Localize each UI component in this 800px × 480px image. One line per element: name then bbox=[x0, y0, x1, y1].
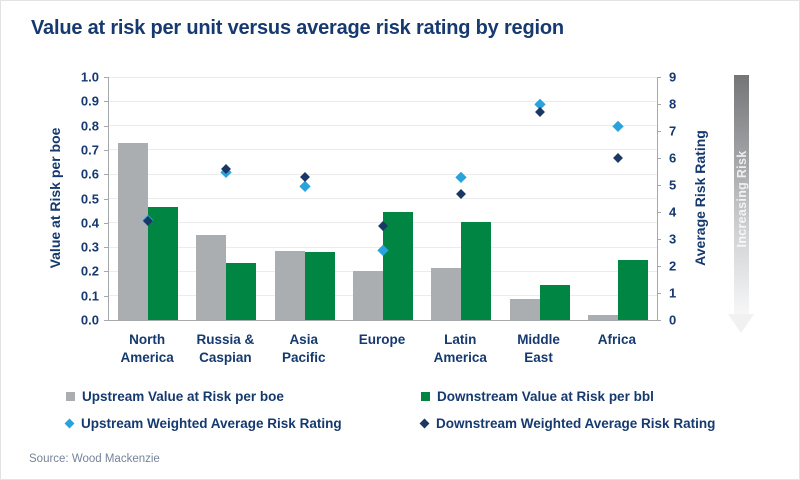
x-axis-label: Europe bbox=[358, 332, 406, 347]
left-tick-label: 0.2 bbox=[80, 263, 99, 279]
bar-downstream bbox=[304, 251, 335, 320]
right-tick-label: 6 bbox=[669, 150, 677, 166]
bar-upstream bbox=[431, 267, 462, 320]
left-tick-mark bbox=[104, 174, 108, 176]
bar-downstream bbox=[383, 211, 413, 320]
left-tick-mark bbox=[104, 222, 108, 224]
x-axis-label: Russia & Caspian bbox=[196, 332, 255, 365]
x-axis-label: Asia Pacific bbox=[281, 332, 326, 365]
right-tick-label: 1 bbox=[669, 285, 677, 301]
left-tick-mark bbox=[104, 271, 108, 273]
right-tick-label: 0 bbox=[669, 312, 677, 328]
left-tick-mark bbox=[104, 247, 108, 249]
left-tick-mark bbox=[104, 295, 108, 297]
left-tick-label: 0.9 bbox=[80, 93, 99, 109]
right-tick-mark bbox=[657, 266, 661, 267]
legend-label: Upstream Weighted Average Risk Rating bbox=[81, 416, 342, 431]
right-tick-label: 8 bbox=[669, 96, 677, 112]
gridline bbox=[109, 100, 657, 102]
legend-label: Downstream Weighted Average Risk Rating bbox=[436, 416, 716, 431]
gridline bbox=[109, 173, 657, 175]
x-axis-label: North America bbox=[120, 332, 174, 365]
diamond-downstream bbox=[612, 153, 623, 163]
increasing-risk-arrow-head bbox=[728, 314, 754, 333]
right-tick-mark bbox=[657, 320, 661, 321]
bar-upstream bbox=[196, 234, 227, 320]
left-tick-label: 0.1 bbox=[80, 288, 99, 304]
right-tick-mark bbox=[657, 77, 661, 78]
right-tick-label: 9 bbox=[669, 69, 677, 85]
bar-downstream bbox=[617, 260, 648, 320]
x-axis-label: Latin America bbox=[433, 332, 487, 365]
right-tick-mark bbox=[657, 212, 661, 213]
left-tick-label: 0.5 bbox=[80, 191, 99, 206]
left-tick-label: 0.7 bbox=[80, 142, 99, 158]
right-tick-mark bbox=[657, 293, 661, 294]
right-tick-label: 2 bbox=[669, 258, 677, 274]
left-tick-mark bbox=[104, 149, 108, 151]
bar-upstream bbox=[353, 271, 383, 320]
gridline bbox=[109, 149, 657, 151]
bar-upstream bbox=[587, 315, 618, 320]
legend-label: Upstream Value at Risk per boe bbox=[82, 389, 284, 404]
right-tick-label: 5 bbox=[669, 177, 677, 193]
left-tick-label: 0.4 bbox=[80, 215, 99, 231]
left-tick-label: 1.0 bbox=[80, 69, 99, 85]
right-tick-mark bbox=[657, 158, 661, 159]
left-tick-mark bbox=[104, 198, 108, 200]
legend-diamond-downstream bbox=[419, 418, 430, 429]
left-tick-label: 0.3 bbox=[80, 239, 99, 255]
left-tick-mark bbox=[104, 101, 108, 103]
legend-label: Downstream Value at Risk per bbl bbox=[437, 389, 654, 404]
increasing-risk-label: Increasing Risk bbox=[735, 150, 749, 248]
right-tick-mark bbox=[657, 104, 661, 105]
bar-downstream bbox=[539, 284, 570, 320]
left-tick-mark bbox=[104, 320, 108, 321]
right-tick-mark bbox=[657, 131, 661, 132]
legend-square-upstream bbox=[66, 392, 75, 401]
legend-item: Downstream Value at Risk per bbl bbox=[421, 389, 654, 404]
gridline bbox=[109, 125, 657, 127]
bar-upstream bbox=[118, 142, 149, 320]
x-axis-label: Middle East bbox=[517, 332, 560, 365]
chart-title: Value at risk per unit versus average ri… bbox=[31, 17, 564, 39]
right-tick-label: 3 bbox=[669, 231, 677, 247]
legend-item: Downstream Weighted Average Risk Rating bbox=[419, 416, 716, 431]
bar-upstream bbox=[509, 299, 540, 320]
left-tick-label: 0.6 bbox=[80, 166, 99, 182]
right-tick-label: 4 bbox=[669, 204, 677, 220]
left-tick-mark bbox=[104, 125, 108, 127]
plot-area bbox=[108, 76, 658, 321]
right-axis-title: Average Risk Rating bbox=[692, 130, 708, 266]
right-tick-mark bbox=[657, 185, 661, 186]
source-text: Source: Wood Mackenzie bbox=[29, 453, 160, 465]
left-tick-mark bbox=[104, 77, 108, 78]
left-tick-label: 0.8 bbox=[80, 118, 99, 134]
gridline bbox=[109, 76, 657, 78]
legend-item: Upstream Weighted Average Risk Rating bbox=[64, 416, 342, 431]
bar-downstream bbox=[148, 207, 179, 320]
left-tick-label: 0.0 bbox=[80, 312, 99, 328]
diamond-downstream bbox=[534, 107, 545, 118]
bar-downstream bbox=[461, 221, 492, 320]
legend-square-downstream bbox=[421, 392, 430, 401]
gridline bbox=[109, 198, 657, 199]
increasing-risk-arrow-shaft bbox=[734, 75, 749, 315]
right-tick-label: 7 bbox=[669, 123, 677, 139]
legend-item: Upstream Value at Risk per boe bbox=[66, 389, 284, 404]
legend-diamond-upstream bbox=[64, 418, 75, 429]
diamond-upstream bbox=[612, 120, 624, 131]
bar-upstream bbox=[274, 250, 305, 320]
diamond-upstream bbox=[299, 181, 311, 192]
x-axis-label: Africa bbox=[597, 332, 636, 347]
bar-downstream bbox=[226, 262, 257, 320]
right-tick-mark bbox=[657, 239, 661, 240]
